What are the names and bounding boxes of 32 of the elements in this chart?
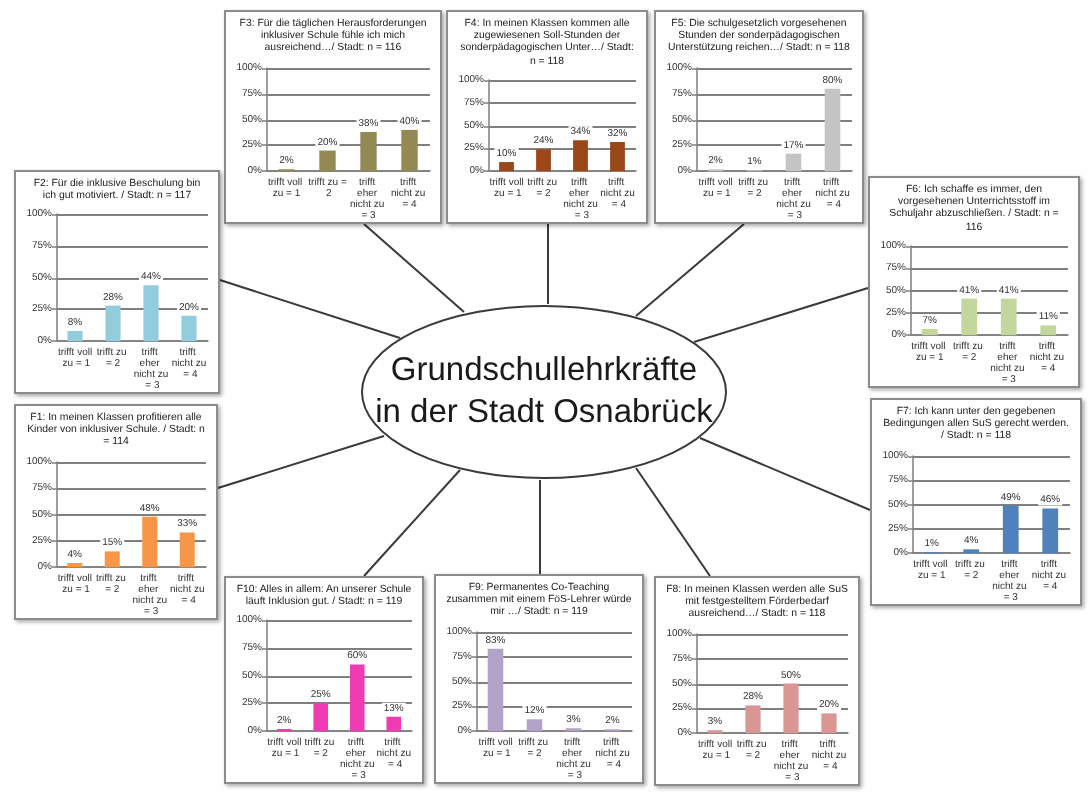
bar: [783, 683, 799, 734]
bar: [526, 719, 543, 732]
bar: [1040, 325, 1057, 336]
bar: [143, 285, 159, 342]
bar: [824, 88, 841, 172]
bar: [961, 298, 978, 336]
bar: [1000, 298, 1017, 336]
bar: [1042, 508, 1059, 554]
bar: [536, 149, 551, 172]
bar: [360, 131, 377, 172]
bar: [401, 129, 418, 172]
bar: [67, 562, 83, 568]
bar: [921, 328, 938, 336]
bar: [313, 703, 329, 732]
bar: [785, 153, 802, 172]
bar: [487, 648, 504, 732]
bar: [142, 516, 158, 568]
bar: [745, 705, 761, 734]
bar: [104, 551, 120, 568]
bar: [573, 140, 588, 172]
bar: [105, 305, 121, 342]
bar: [1002, 505, 1019, 554]
bar: [319, 150, 336, 172]
bar: [181, 315, 197, 342]
bar: [610, 142, 625, 172]
bar: [67, 331, 83, 342]
text: Grundschullehrkräfte in der Stadt Osnabrück: [373, 350, 715, 434]
bar: [821, 713, 837, 734]
bar: [386, 716, 402, 732]
bar: [179, 532, 195, 568]
bar: [499, 162, 514, 172]
bar: [349, 664, 365, 732]
